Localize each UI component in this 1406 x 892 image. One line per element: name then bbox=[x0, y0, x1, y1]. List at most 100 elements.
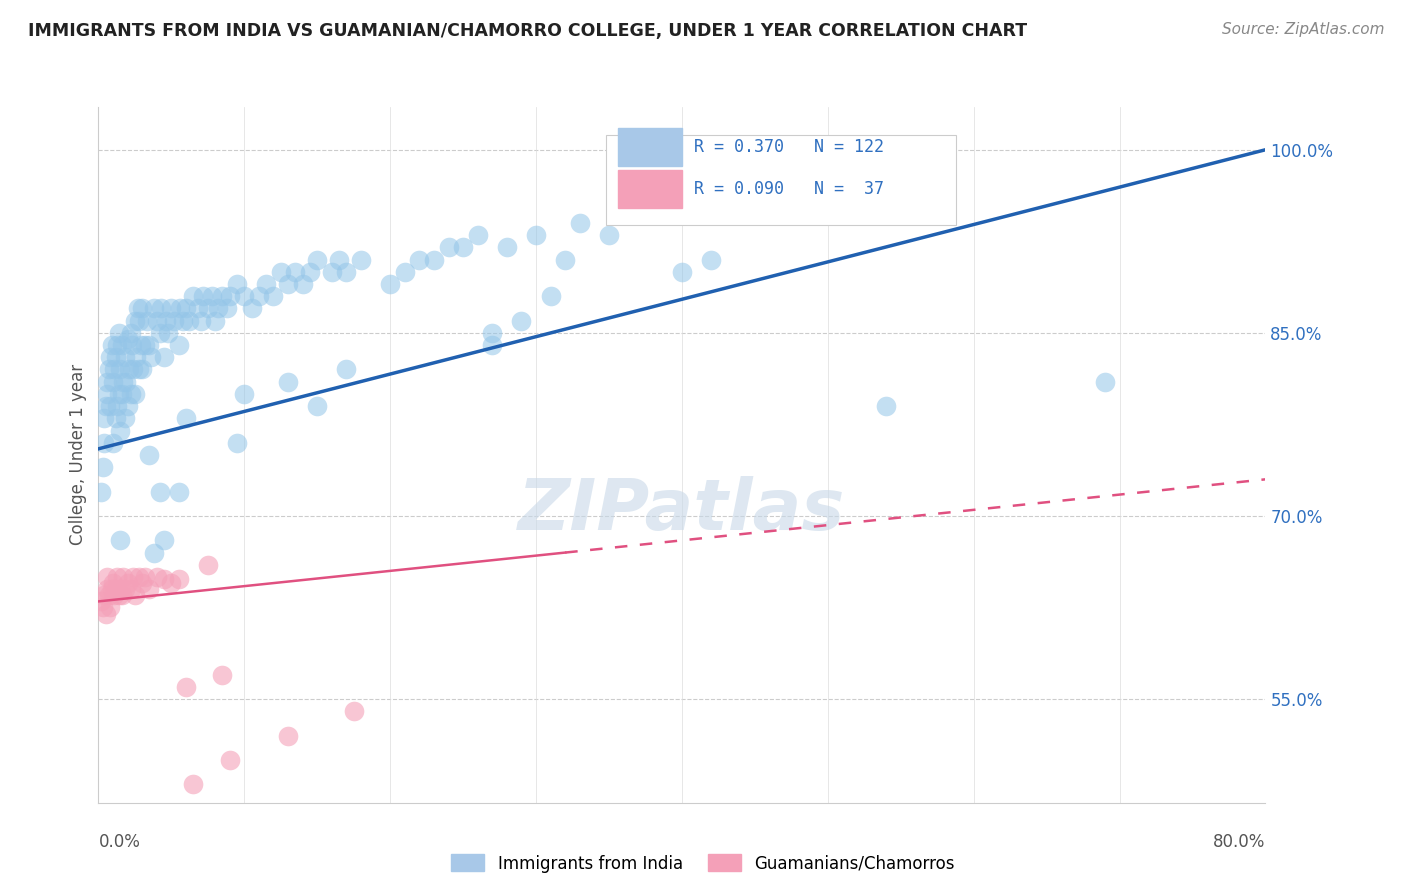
Point bbox=[187, 301, 209, 316]
Point bbox=[134, 338, 156, 352]
Point bbox=[114, 351, 136, 365]
Point bbox=[93, 588, 115, 602]
Point bbox=[104, 582, 127, 597]
Point bbox=[91, 460, 114, 475]
Point bbox=[90, 594, 112, 608]
Point bbox=[233, 387, 256, 401]
Point bbox=[101, 576, 124, 591]
Point bbox=[568, 216, 591, 230]
Point bbox=[138, 448, 160, 462]
Point bbox=[437, 240, 460, 254]
Point bbox=[160, 301, 183, 316]
Point bbox=[100, 338, 122, 352]
Point bbox=[110, 424, 132, 438]
Point bbox=[671, 265, 693, 279]
Point bbox=[240, 301, 263, 316]
Point bbox=[105, 399, 128, 413]
Text: IMMIGRANTS FROM INDIA VS GUAMANIAN/CHAMORRO COLLEGE, UNDER 1 YEAR CORRELATION CH: IMMIGRANTS FROM INDIA VS GUAMANIAN/CHAMO… bbox=[28, 22, 1028, 40]
Point bbox=[153, 573, 176, 587]
Point bbox=[120, 387, 142, 401]
Point bbox=[481, 326, 503, 340]
Point bbox=[211, 289, 233, 303]
Point bbox=[215, 301, 238, 316]
Point bbox=[103, 362, 125, 376]
Point bbox=[90, 484, 112, 499]
Point bbox=[128, 313, 150, 327]
Point bbox=[157, 326, 180, 340]
Point bbox=[108, 588, 131, 602]
Point bbox=[96, 570, 118, 584]
Point bbox=[104, 351, 127, 365]
Bar bbox=[617, 128, 682, 166]
Point bbox=[277, 375, 299, 389]
Point bbox=[112, 375, 135, 389]
Point bbox=[451, 240, 474, 254]
Point bbox=[91, 600, 114, 615]
Point bbox=[121, 338, 143, 352]
Point bbox=[262, 289, 284, 303]
Point bbox=[174, 411, 197, 425]
Point bbox=[128, 570, 150, 584]
Point bbox=[177, 313, 200, 327]
Point bbox=[120, 326, 142, 340]
Point bbox=[641, 203, 664, 218]
Point bbox=[96, 582, 118, 597]
Point bbox=[307, 399, 329, 413]
Point bbox=[160, 576, 183, 591]
Point bbox=[335, 362, 357, 376]
Point bbox=[153, 533, 176, 548]
Point bbox=[167, 338, 190, 352]
Point bbox=[218, 753, 240, 767]
Point bbox=[98, 600, 121, 615]
Point bbox=[167, 573, 190, 587]
Point bbox=[343, 704, 366, 718]
Point bbox=[96, 375, 118, 389]
Point bbox=[101, 435, 124, 450]
Point bbox=[94, 607, 117, 621]
Point bbox=[408, 252, 430, 267]
Point bbox=[127, 301, 149, 316]
Point bbox=[100, 582, 122, 597]
Point bbox=[131, 362, 153, 376]
Point bbox=[111, 588, 134, 602]
Point bbox=[226, 435, 249, 450]
Text: R = 0.090   N =  37: R = 0.090 N = 37 bbox=[693, 180, 883, 198]
Point bbox=[321, 265, 343, 279]
Point bbox=[114, 411, 136, 425]
Point bbox=[124, 313, 146, 327]
Point bbox=[146, 570, 169, 584]
Point bbox=[124, 588, 146, 602]
Point bbox=[598, 228, 620, 243]
Point bbox=[118, 362, 141, 376]
Point bbox=[495, 240, 517, 254]
Point bbox=[181, 289, 204, 303]
Point bbox=[226, 277, 249, 291]
Point bbox=[328, 252, 350, 267]
Point bbox=[142, 545, 165, 559]
Point bbox=[129, 338, 152, 352]
Point bbox=[108, 387, 131, 401]
Point bbox=[277, 729, 299, 743]
Point bbox=[131, 576, 153, 591]
Point bbox=[481, 338, 503, 352]
Point bbox=[193, 289, 215, 303]
Point bbox=[540, 289, 562, 303]
Point bbox=[510, 313, 533, 327]
Point bbox=[174, 301, 197, 316]
Point bbox=[174, 680, 197, 694]
Point bbox=[135, 313, 157, 327]
Point bbox=[700, 252, 723, 267]
Point bbox=[124, 387, 146, 401]
Point bbox=[97, 362, 120, 376]
Point bbox=[270, 265, 292, 279]
Text: Source: ZipAtlas.com: Source: ZipAtlas.com bbox=[1222, 22, 1385, 37]
Text: 80.0%: 80.0% bbox=[1213, 833, 1265, 851]
Point bbox=[394, 265, 416, 279]
Point bbox=[150, 301, 173, 316]
Point bbox=[167, 484, 190, 499]
Point bbox=[115, 375, 138, 389]
Point bbox=[197, 301, 219, 316]
Legend: Immigrants from India, Guamanians/Chamorros: Immigrants from India, Guamanians/Chamor… bbox=[444, 847, 962, 880]
Point bbox=[120, 582, 142, 597]
Point bbox=[110, 582, 132, 597]
